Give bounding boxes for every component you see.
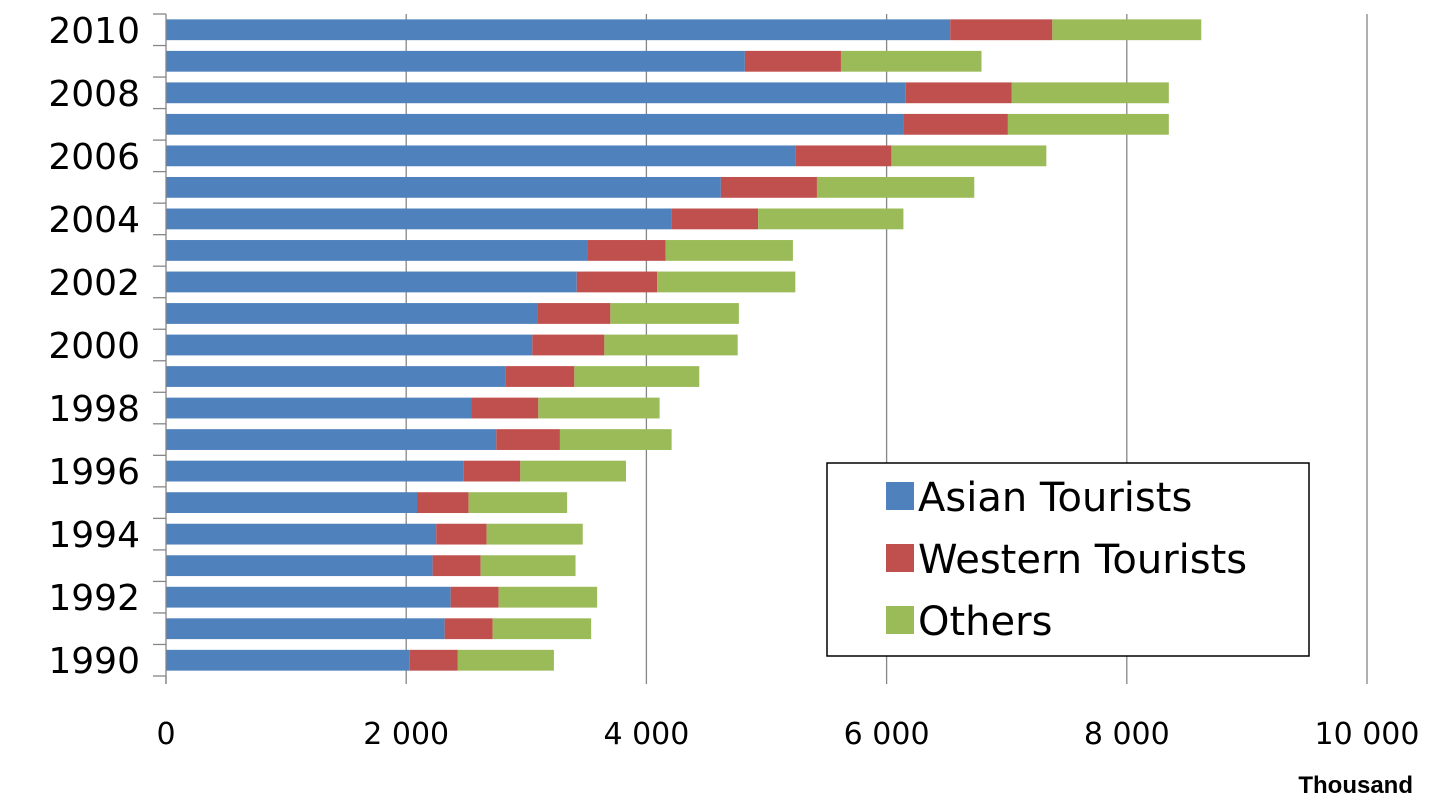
- bar-segment-western-tourists-1998: [471, 397, 539, 419]
- bar-segment-asian-tourists-2010: [166, 19, 951, 41]
- x-tick-label: 0: [156, 717, 175, 752]
- bar-segment-others-1993: [480, 555, 576, 577]
- x-tick-label: 8 000: [1084, 717, 1170, 752]
- bar-segment-others-2007: [1007, 113, 1169, 135]
- y-tick-label: 2000: [48, 326, 140, 367]
- y-tick-labels: 1990 1992 1994 1996 1998 2000 2002 2004 2006 2008…: [48, 11, 140, 682]
- y-tick-label: 2010: [48, 11, 140, 52]
- y-tick-label: 1996: [48, 452, 140, 493]
- bar-segment-western-tourists-1993: [432, 555, 481, 577]
- bar-segment-asian-tourists-1992: [166, 586, 451, 608]
- bar-segment-others-2001: [610, 303, 739, 324]
- bar-segment-others-2010: [1052, 19, 1202, 41]
- bar-segment-asian-tourists-2001: [166, 303, 538, 324]
- x-axis-label: Thousand: [1298, 772, 1413, 799]
- y-tick-label: 1990: [48, 641, 140, 682]
- bar-segment-asian-tourists-1990: [166, 649, 410, 671]
- legend-label: Others: [918, 599, 1052, 645]
- bar-segment-western-tourists-2009: [744, 50, 841, 72]
- bar-segment-asian-tourists-1994: [166, 523, 437, 545]
- bar-segment-western-tourists-2001: [537, 303, 611, 324]
- bar-segment-asian-tourists-2002: [166, 271, 577, 293]
- bar-segment-others-1998: [538, 397, 660, 419]
- y-tick-label: 2006: [48, 137, 140, 178]
- bar-segment-western-tourists-2006: [795, 145, 892, 167]
- bar-segment-asian-tourists-1991: [166, 618, 445, 640]
- x-tick-label: 6 000: [844, 717, 930, 752]
- bars: [166, 19, 1202, 671]
- bar-segment-asian-tourists-2009: [166, 50, 745, 72]
- bar-segment-western-tourists-1999: [505, 366, 575, 387]
- legend-swatch: [886, 606, 914, 634]
- y-tick-label: 2004: [48, 200, 140, 241]
- bar-segment-others-2003: [665, 240, 793, 261]
- bar-segment-others-2004: [758, 208, 904, 230]
- bar-segment-others-1995: [468, 492, 568, 514]
- bar-segment-western-tourists-1997: [496, 429, 560, 450]
- bar-segment-western-tourists-2003: [587, 240, 666, 261]
- bar-segment-others-1994: [486, 523, 583, 545]
- legend: Asian Tourists Western Tourists Others: [826, 462, 1310, 657]
- bar-segment-asian-tourists-2004: [166, 208, 672, 230]
- bar-segment-asian-tourists-1993: [166, 555, 433, 577]
- bar-segment-western-tourists-1992: [450, 586, 499, 608]
- bar-segment-others-2005: [816, 176, 975, 198]
- bar-segment-western-tourists-2010: [950, 19, 1053, 41]
- bar-segment-western-tourists-2008: [905, 82, 1012, 104]
- bar-segment-western-tourists-1990: [409, 649, 458, 671]
- bar-segment-others-2000: [604, 334, 738, 356]
- bar-segment-western-tourists-2000: [532, 334, 605, 356]
- legend-swatch: [886, 482, 914, 510]
- x-tick-label: 4 000: [603, 717, 689, 752]
- axes: [153, 13, 1368, 684]
- bar-segment-others-2009: [840, 50, 982, 72]
- bar-segment-others-1991: [492, 618, 592, 640]
- bar-segment-others-1997: [559, 429, 672, 450]
- legend-label: Western Tourists: [918, 537, 1247, 583]
- bar-segment-asian-tourists-2007: [166, 113, 904, 135]
- bar-segment-asian-tourists-1996: [166, 460, 464, 482]
- bar-segment-others-1990: [457, 649, 554, 671]
- x-tick-label: 10 000: [1315, 717, 1420, 752]
- bar-segment-western-tourists-1994: [436, 523, 487, 545]
- bar-segment-others-2006: [891, 145, 1047, 167]
- bar-segment-asian-tourists-2000: [166, 334, 533, 356]
- bar-segment-western-tourists-2007: [903, 113, 1008, 135]
- bar-segment-others-1999: [574, 366, 700, 387]
- bar-segment-asian-tourists-2003: [166, 240, 588, 261]
- bar-segment-western-tourists-2002: [576, 271, 658, 293]
- y-tick-label: 1994: [48, 515, 140, 556]
- y-tick-label: 2008: [48, 74, 140, 115]
- bar-segment-asian-tourists-1995: [166, 492, 418, 514]
- bar-segment-others-2008: [1011, 82, 1169, 104]
- bar-segment-asian-tourists-1999: [166, 366, 506, 387]
- bar-segment-western-tourists-1995: [417, 492, 469, 514]
- bar-segment-others-1992: [498, 586, 598, 608]
- bar-segment-western-tourists-1996: [463, 460, 521, 482]
- x-tick-labels: 0 2 000 4 000 6 000 8 000 10 000: [156, 717, 1419, 752]
- bar-segment-asian-tourists-2006: [166, 145, 796, 167]
- y-tick-label: 1992: [48, 578, 140, 619]
- bar-segment-western-tourists-2005: [720, 176, 817, 198]
- y-tick-label: 1998: [48, 389, 140, 430]
- bar-segment-asian-tourists-1997: [166, 429, 497, 450]
- bar-segment-asian-tourists-1998: [166, 397, 472, 419]
- legend-swatch: [886, 544, 914, 572]
- bar-segment-western-tourists-2004: [671, 208, 759, 230]
- bar-segment-asian-tourists-2005: [166, 176, 721, 198]
- bar-segment-others-2002: [657, 271, 796, 293]
- bar-segment-asian-tourists-2008: [166, 82, 906, 104]
- y-tick-label: 2002: [48, 263, 140, 304]
- legend-label: Asian Tourists: [918, 475, 1192, 521]
- bar-segment-western-tourists-1991: [444, 618, 493, 640]
- x-tick-label: 2 000: [363, 717, 449, 752]
- bar-segment-others-1996: [520, 460, 626, 482]
